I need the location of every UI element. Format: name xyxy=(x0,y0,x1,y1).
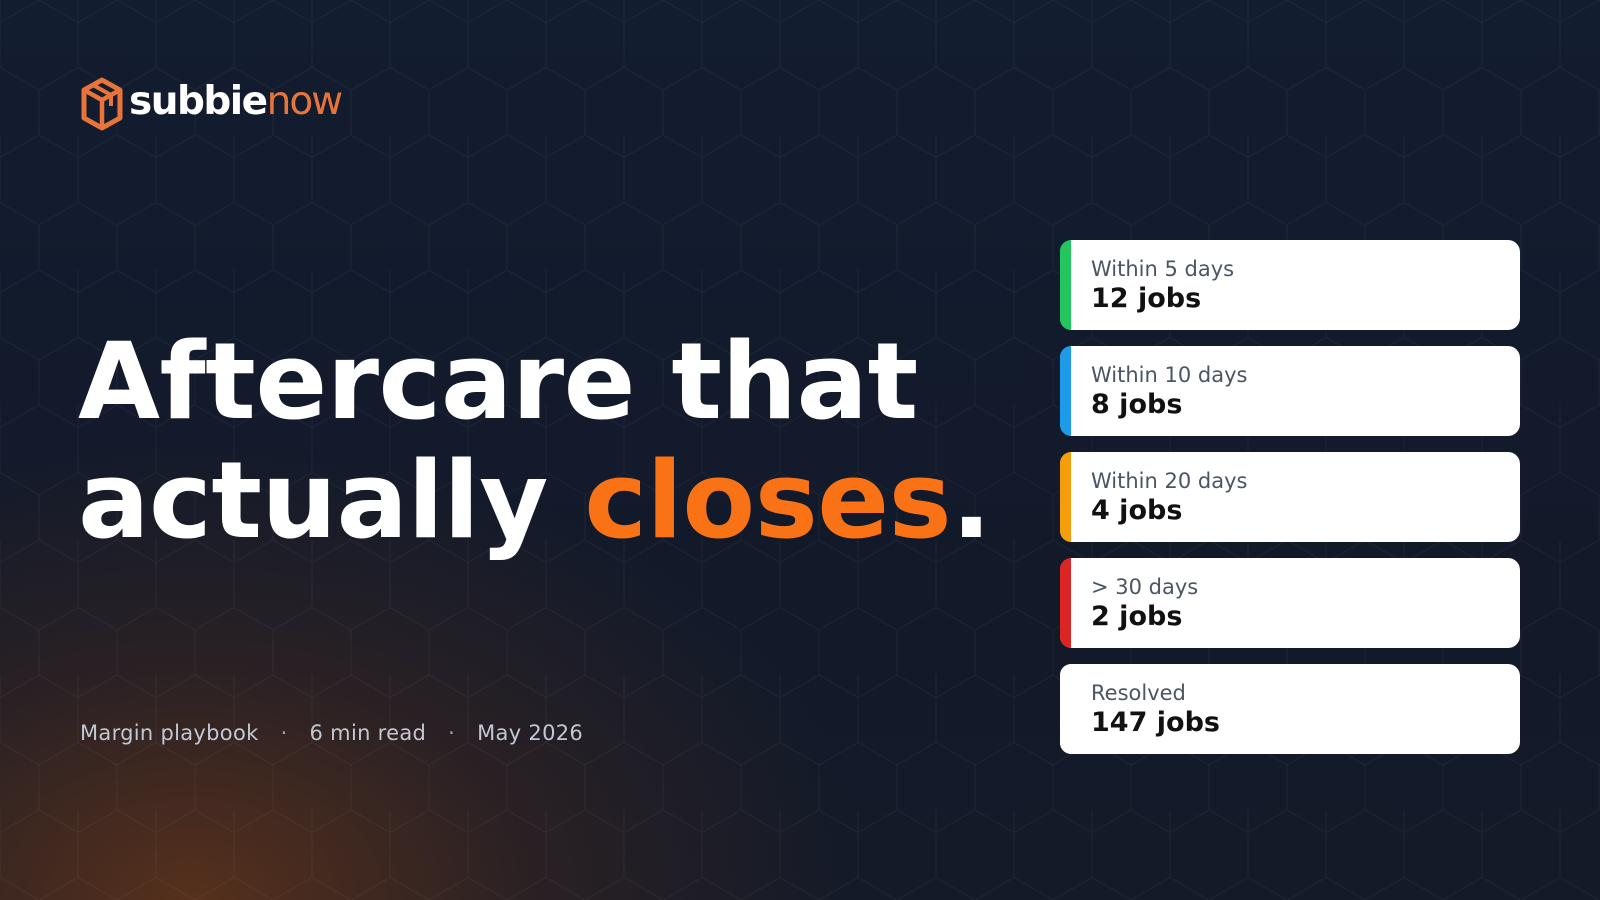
aging-card-label: > 30 days xyxy=(1091,575,1199,599)
status-color-bar xyxy=(1060,558,1071,648)
headline-accent-word: closes xyxy=(584,439,952,562)
headline-line-2-suffix: . xyxy=(951,439,992,562)
brand-name-light: now xyxy=(266,78,343,124)
aging-card-label: Within 5 days xyxy=(1091,257,1235,281)
status-color-bar xyxy=(1060,240,1071,330)
brand-name-bold: subbie xyxy=(129,78,268,124)
aging-card-value: 12 jobs xyxy=(1091,283,1202,314)
aging-card-value: 8 jobs xyxy=(1091,389,1183,420)
headline-line-1: Aftercare that xyxy=(78,320,918,443)
article-meta: Margin playbook · 6 min read · May 2026 xyxy=(80,718,583,748)
aging-card: Within 5 days 12 jobs xyxy=(1060,240,1520,330)
aging-card-value: 147 jobs xyxy=(1091,707,1220,738)
aging-card-value: 4 jobs xyxy=(1091,495,1183,526)
status-color-bar xyxy=(1060,346,1071,436)
aging-card-label: Within 10 days xyxy=(1091,363,1248,387)
aging-card-label: Resolved xyxy=(1091,681,1186,705)
headline: Aftercare that actually closes. xyxy=(78,320,992,562)
aging-card: > 30 days 2 jobs xyxy=(1060,558,1520,648)
aging-card: Within 10 days 8 jobs xyxy=(1060,346,1520,436)
status-color-bar xyxy=(1060,664,1071,754)
aging-card-label: Within 20 days xyxy=(1091,469,1248,493)
meta-separator: · xyxy=(448,721,456,745)
aging-card: Within 20 days 4 jobs xyxy=(1060,452,1520,542)
meta-category: Margin playbook xyxy=(80,721,259,745)
brand-wordmark: subbienow xyxy=(129,78,343,124)
meta-read-time: 6 min read xyxy=(309,721,427,745)
aging-cards-list: Within 5 days 12 jobs Within 10 days 8 j… xyxy=(1060,240,1520,770)
meta-date: May 2026 xyxy=(477,721,584,745)
hexagon-cube-logo-icon xyxy=(81,77,123,131)
status-color-bar xyxy=(1060,452,1071,542)
brand-logo: subbienow xyxy=(80,76,343,132)
meta-separator: · xyxy=(280,721,288,745)
aging-card: Resolved 147 jobs xyxy=(1060,664,1520,754)
headline-line-2-prefix: actually xyxy=(78,439,585,562)
aging-card-value: 2 jobs xyxy=(1091,601,1183,632)
